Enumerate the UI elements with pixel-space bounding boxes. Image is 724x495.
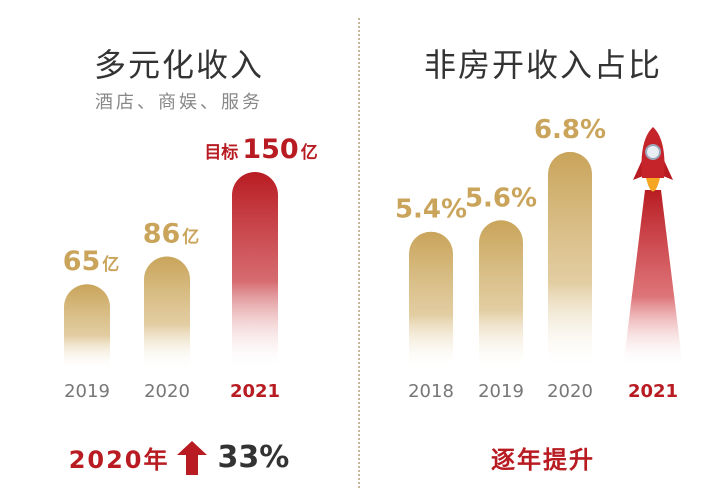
value-label-2021: 目标 150 亿 xyxy=(204,134,317,165)
chart-subtitle: 酒店、商娱、服务 xyxy=(95,92,263,113)
tick-label-2018: 2018 xyxy=(408,381,454,402)
share-trend-note: 逐年提升 xyxy=(362,440,724,475)
value-label-2020: 6.8% xyxy=(534,115,606,145)
growth-year-label: 2020年 xyxy=(68,446,170,474)
trend-label: 逐年提升 xyxy=(491,446,595,474)
panel-divider xyxy=(358,18,360,488)
tick-label-2019: 2019 xyxy=(478,381,524,402)
rocket-icon xyxy=(623,127,683,368)
value-label-2019: 65 亿 xyxy=(63,246,120,277)
panel-diversified-income: 多元化收入 酒店、商娱、服务 65 亿 2019 86 亿 2020 目标 150 亿 2021 … xyxy=(0,0,358,495)
chart-title: 多元化收入 xyxy=(93,46,264,84)
tick-label-2021: 2021 xyxy=(628,381,678,402)
bar-2018 xyxy=(409,231,453,370)
growth-value: 33% xyxy=(217,440,290,475)
value-label-2018: 5.4% xyxy=(395,195,467,225)
tick-label-2021: 2021 xyxy=(230,381,280,402)
chart-title: 非房开收入占比 xyxy=(423,46,662,84)
tick-label-2020: 2020 xyxy=(547,381,593,402)
bar-2020 xyxy=(144,256,190,370)
tick-label-2019: 2019 xyxy=(64,381,110,402)
value-label-2019: 5.6% xyxy=(465,183,537,213)
bar-2019 xyxy=(479,220,523,370)
up-arrow-icon xyxy=(177,440,208,475)
panel-non-development-share: 非房开收入占比 5.4% 2018 5.6% 2019 6.8% 2020 2021 逐年提… xyxy=(362,0,724,495)
value-label-2020: 86 亿 xyxy=(143,218,200,249)
bar-2019 xyxy=(64,284,110,370)
share-bar-chart: 5.4% 2018 5.6% 2019 6.8% 2020 2021 xyxy=(395,115,683,402)
income-bar-chart: 65 亿 2019 86 亿 2020 目标 150 亿 2021 xyxy=(63,134,318,402)
tick-label-2020: 2020 xyxy=(144,381,190,402)
income-growth-note: 2020年 33% xyxy=(0,440,358,475)
bar-2020 xyxy=(548,151,592,370)
bar-2021 xyxy=(232,172,278,370)
